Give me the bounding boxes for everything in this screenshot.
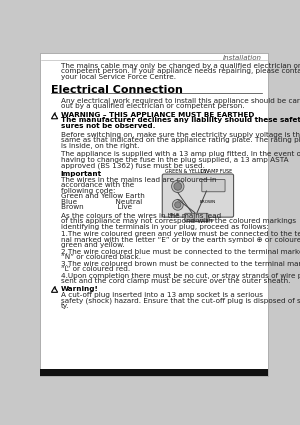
Text: same as that indicated on the appliance rating plate. The rating plate: same as that indicated on the appliance … (61, 137, 300, 143)
FancyBboxPatch shape (162, 174, 234, 217)
Text: sures not be observed.: sures not be observed. (61, 123, 155, 129)
Text: accordance with the: accordance with the (61, 182, 134, 188)
Text: Blue                 Neutral: Blue Neutral (61, 198, 142, 205)
Text: competent person. If your appliance needs repairing, please contact: competent person. If your appliance need… (61, 68, 300, 74)
Text: Installation: Installation (223, 55, 262, 61)
Text: WARNING – THIS APPLIANCE MUST BE EARTHED: WARNING – THIS APPLIANCE MUST BE EARTHED (61, 112, 254, 118)
Text: The mains cable may only be changed by a qualified electrician or: The mains cable may only be changed by a… (61, 62, 300, 68)
Text: The appliance is supplied with a 13 amp plug fitted. In the event of: The appliance is supplied with a 13 amp … (61, 151, 300, 157)
Text: nal marked with the letter “E” or by the earth symbol ⊕ or coloured: nal marked with the letter “E” or by the… (61, 237, 300, 243)
FancyBboxPatch shape (202, 179, 225, 192)
Text: The manufacturer declines any liability should these safety mea-: The manufacturer declines any liability … (61, 117, 300, 123)
Text: 13 AMP FUSE: 13 AMP FUSE (200, 169, 232, 174)
Circle shape (172, 180, 184, 193)
Bar (40, 369, 268, 376)
Text: The wires in the mains lead are coloured in: The wires in the mains lead are coloured… (61, 176, 216, 182)
FancyBboxPatch shape (40, 53, 268, 376)
Text: !: ! (53, 286, 56, 291)
Text: out by a qualified electrician or competent person.: out by a qualified electrician or compet… (61, 103, 244, 109)
Text: A cut-off plug inserted into a 13 amp socket is a serious: A cut-off plug inserted into a 13 amp so… (61, 292, 263, 297)
Text: “L” or coloured red.: “L” or coloured red. (61, 266, 130, 272)
Text: Any electrical work required to install this appliance should be carried: Any electrical work required to install … (61, 98, 300, 104)
Text: safety (shock) hazard. Ensure that the cut-off plug is disposed of safe-: safety (shock) hazard. Ensure that the c… (61, 297, 300, 304)
Text: Important: Important (61, 171, 102, 177)
Text: identifying the terminals in your plug, proceed as follows:: identifying the terminals in your plug, … (61, 224, 268, 230)
Text: Electrical Connection: Electrical Connection (52, 85, 183, 95)
Text: BROWN: BROWN (200, 200, 216, 204)
Text: BLUE: BLUE (170, 213, 181, 217)
Text: sent and the cord clamp must be secure over the outer sheath.: sent and the cord clamp must be secure o… (61, 278, 290, 284)
Circle shape (175, 202, 181, 208)
Text: Brown               Live: Brown Live (61, 204, 132, 210)
Text: of this appliance may not correspond with the coloured markings: of this appliance may not correspond wit… (61, 218, 296, 224)
Text: green and yellow.: green and yellow. (61, 242, 124, 248)
Text: having to change the fuse in the plug supplied, a 13 amp ASTA: having to change the fuse in the plug su… (61, 157, 288, 163)
Text: !: ! (53, 112, 56, 117)
Text: approved (BS 1362) fuse must be used.: approved (BS 1362) fuse must be used. (61, 162, 205, 169)
Text: Green and Yellow Earth: Green and Yellow Earth (61, 193, 145, 199)
Text: your local Service Force Centre.: your local Service Force Centre. (61, 74, 176, 79)
Circle shape (172, 199, 183, 210)
Text: is inside, on the right.: is inside, on the right. (61, 143, 139, 149)
Circle shape (174, 182, 182, 190)
Text: 4.Upon completion there must be no cut, or stray strands of wire pre-: 4.Upon completion there must be no cut, … (61, 272, 300, 279)
FancyBboxPatch shape (185, 213, 208, 222)
Text: Warning!: Warning! (61, 286, 99, 292)
Text: GREEN & YELLOW: GREEN & YELLOW (165, 169, 209, 174)
Text: 2.The wire coloured blue must be connected to the terminal marked: 2.The wire coloured blue must be connect… (61, 249, 300, 255)
Text: “N” or coloured black.: “N” or coloured black. (61, 254, 141, 260)
Text: Before switching on, make sure the electricity supply voltage is the: Before switching on, make sure the elect… (61, 132, 300, 138)
Text: following code:: following code: (61, 187, 115, 194)
Text: As the colours of the wires in the mains lead: As the colours of the wires in the mains… (61, 213, 221, 219)
Text: CORD CLAMP: CORD CLAMP (187, 219, 214, 224)
Text: 1.The wire coloured green and yellow must be connected to the termi-: 1.The wire coloured green and yellow mus… (61, 231, 300, 237)
Text: ty.: ty. (61, 303, 69, 309)
Text: 3.The wire coloured brown must be connected to the terminal marked: 3.The wire coloured brown must be connec… (61, 261, 300, 266)
